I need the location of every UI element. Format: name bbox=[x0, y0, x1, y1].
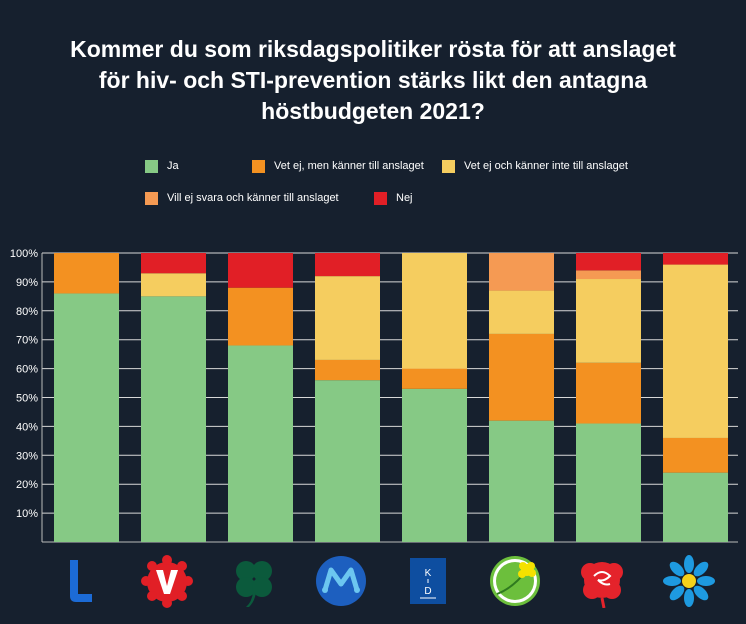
bar-v-series-4 bbox=[141, 253, 206, 274]
socialdemokraterna-rose-logo-icon bbox=[581, 562, 623, 608]
svg-text:D: D bbox=[424, 586, 431, 597]
bar-c-series-0 bbox=[228, 345, 293, 542]
legend-swatch-vet-ej-kanner-inte bbox=[442, 159, 455, 173]
y-tick-label-50: 50% bbox=[16, 393, 38, 405]
vansterpartiet-logo-icon bbox=[141, 555, 193, 608]
bar-l-series-0 bbox=[54, 293, 119, 542]
legend-item-nej: Nej bbox=[374, 191, 413, 205]
y-tick-label-20: 20% bbox=[16, 479, 38, 491]
bar-m-series-0 bbox=[315, 380, 380, 542]
legend-item-vet-ej-kanner: Vet ej, men känner till anslaget bbox=[252, 159, 424, 173]
bar-mp-series-1 bbox=[489, 333, 554, 421]
bar-c-series-4 bbox=[228, 253, 293, 288]
y-tick-label-30: 30% bbox=[16, 450, 38, 462]
centerpartiet-clover-logo-icon bbox=[236, 561, 272, 607]
legend-label-nej: Nej bbox=[396, 192, 413, 204]
legend-label-vill-ej-svara: Vill ej svara och känner till anslaget bbox=[167, 192, 339, 204]
y-tick-label-70: 70% bbox=[16, 335, 38, 347]
y-tick-label-40: 40% bbox=[16, 421, 38, 433]
legend-swatch-vill-ej-svara bbox=[145, 191, 158, 205]
bar-m-series-4 bbox=[315, 253, 380, 277]
bar-s-series-2 bbox=[576, 279, 641, 363]
title-line-1: Kommer du som riksdagspolitiker rösta fö… bbox=[70, 36, 676, 62]
bar-c-series-1 bbox=[228, 287, 293, 346]
legend-item-vill-ej-svara: Vill ej svara och känner till anslaget bbox=[145, 191, 339, 205]
moderaterna-logo-icon bbox=[316, 556, 366, 606]
bar-sd-series-4 bbox=[663, 253, 728, 265]
y-tick-label-10: 10% bbox=[16, 508, 38, 520]
title-line-2: för hiv- och STI-prevention stärks likt … bbox=[98, 67, 648, 93]
kristdemokraterna-logo-icon: K D bbox=[410, 558, 446, 604]
legend-label-vet-ej-kanner-inte: Vet ej och känner inte till anslaget bbox=[464, 160, 628, 172]
sverigedemokraterna-flower-logo-icon bbox=[663, 555, 715, 607]
legend-swatch-vet-ej-kanner bbox=[252, 159, 265, 173]
legend-swatch-nej bbox=[374, 191, 387, 205]
legend-item-ja: Ja bbox=[145, 159, 179, 173]
legend-item-vet-ej-kanner-inte: Vet ej och känner inte till anslaget bbox=[442, 159, 628, 173]
svg-text:K: K bbox=[425, 568, 432, 579]
miljopartiet-dandelion-logo-icon bbox=[490, 556, 540, 606]
bar-s-series-3 bbox=[576, 270, 641, 280]
bar-m-series-1 bbox=[315, 359, 380, 381]
bar-v-series-0 bbox=[141, 296, 206, 542]
bar-s-series-0 bbox=[576, 423, 641, 542]
bar-s-series-4 bbox=[576, 253, 641, 271]
bar-mp-series-3 bbox=[489, 253, 554, 291]
bar-mp-series-2 bbox=[489, 290, 554, 334]
y-tick-label-90: 90% bbox=[16, 277, 38, 289]
bar-kd-series-0 bbox=[402, 388, 467, 542]
bar-s-series-1 bbox=[576, 362, 641, 424]
legend-label-vet-ej-kanner: Vet ej, men känner till anslaget bbox=[274, 160, 424, 172]
bar-m-series-2 bbox=[315, 276, 380, 360]
chart-title: Kommer du som riksdagspolitiker rösta fö… bbox=[0, 34, 746, 127]
y-tick-label-80: 80% bbox=[16, 306, 38, 318]
legend-swatch-ja bbox=[145, 159, 158, 173]
liberalerna-logo-icon bbox=[70, 560, 92, 602]
bar-kd-series-1 bbox=[402, 368, 467, 389]
bar-v-series-2 bbox=[141, 273, 206, 297]
bar-l-series-1 bbox=[54, 253, 119, 294]
bar-kd-series-2 bbox=[402, 253, 467, 369]
bar-sd-series-2 bbox=[663, 264, 728, 438]
y-tick-label-60: 60% bbox=[16, 364, 38, 376]
bar-sd-series-0 bbox=[663, 472, 728, 542]
legend-label-ja: Ja bbox=[167, 160, 179, 172]
bar-mp-series-0 bbox=[489, 420, 554, 542]
y-tick-label-100: 100% bbox=[10, 248, 38, 260]
title-line-3: höstbudgeten 2021? bbox=[261, 98, 485, 124]
bar-sd-series-1 bbox=[663, 437, 728, 473]
